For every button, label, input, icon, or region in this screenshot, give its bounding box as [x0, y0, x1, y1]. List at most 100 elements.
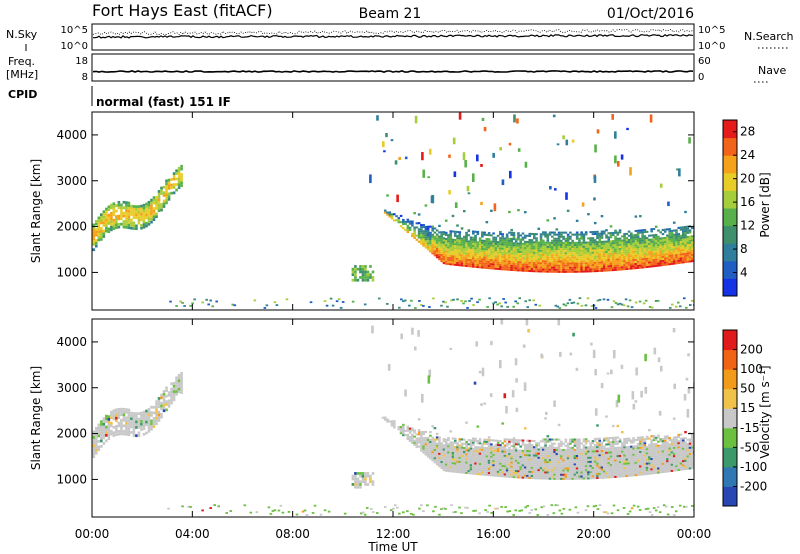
heatmap-cell: [92, 449, 96, 453]
heatmap-cell: [433, 252, 437, 255]
heatmap-cell: [666, 466, 669, 469]
heatmap-cell: [496, 454, 500, 457]
heatmap-cell: [518, 297, 522, 300]
heatmap-cell: [539, 448, 543, 451]
heatmap-cell: [431, 229, 434, 232]
heatmap-cell: [499, 466, 502, 469]
heatmap-cell: [150, 419, 153, 423]
heatmap-cell: [528, 245, 532, 248]
heatmap-cell: [359, 480, 362, 484]
heatmap-cell: [625, 450, 629, 453]
heatmap-cell: [132, 434, 136, 437]
heatmap-cell: [127, 212, 131, 216]
heatmap-cell: [553, 448, 556, 451]
heatmap-cell: [467, 256, 471, 259]
heatmap-cell: [523, 474, 527, 477]
heatmap-cell: [115, 215, 118, 218]
heatmap-cell: [537, 464, 541, 468]
heatmap-cell: [591, 468, 595, 472]
heatmap-cell: [417, 437, 421, 440]
heatmap-cell: [413, 429, 416, 432]
heatmap-cell: [456, 239, 459, 242]
heatmap-cell: [602, 445, 606, 448]
heatmap-cell: [639, 256, 642, 259]
heatmap-cell: [438, 239, 441, 242]
heatmap-cell: [566, 258, 570, 261]
heatmap-cell: [609, 469, 613, 473]
heatmap-cell: [645, 257, 649, 260]
heatmap-cell: [150, 414, 153, 417]
heatmap-cell: [688, 258, 692, 261]
heatmap-cell: [596, 259, 599, 262]
heatmap-cell: [555, 450, 559, 454]
heatmap-cell: [553, 471, 556, 474]
heatmap-cell: [514, 300, 518, 303]
heatmap-cell: [127, 425, 131, 428]
heatmap-cell: [639, 243, 642, 246]
heatmap-cell: [456, 458, 459, 461]
heatmap-cell: [417, 230, 421, 233]
heatmap-cell: [541, 253, 545, 257]
heatmap-cell: [361, 278, 365, 282]
heatmap-cell: [458, 237, 462, 240]
heatmap-cell: [609, 461, 613, 464]
heatmap-cell: [591, 460, 595, 463]
heatmap-cell: [152, 425, 156, 428]
heatmap-cell: [618, 471, 622, 474]
heatmap-cell: [688, 250, 692, 253]
heatmap-cell: [573, 455, 577, 458]
heatmap-cell: [451, 462, 455, 465]
heatmap-cell: [569, 266, 572, 269]
heatmap-cell: [562, 258, 565, 261]
heatmap-cell: [645, 259, 649, 262]
heatmap-cell: [120, 413, 123, 417]
heatmap-cell: [422, 437, 425, 440]
heatmap-cell: [537, 266, 541, 269]
heatmap-cell: [433, 254, 437, 257]
heatmap-cell: [621, 469, 624, 472]
heatmap-cell: [474, 460, 477, 463]
heatmap-cell: [420, 431, 423, 434]
heatmap-cell: [420, 435, 423, 438]
heatmap-cell: [566, 256, 570, 259]
heatmap-cell: [575, 258, 579, 261]
heatmap-cell: [600, 215, 604, 218]
heatmap-cell: [127, 220, 131, 224]
heatmap-cell: [356, 480, 360, 484]
heatmap-cell: [438, 465, 441, 468]
heatmap-cell: [453, 437, 457, 440]
heatmap-cell: [598, 470, 602, 473]
ytick-label: 2000: [56, 220, 87, 234]
heatmap-cell: [478, 442, 482, 445]
heatmap-cell: [481, 456, 484, 460]
heatmap-cell: [614, 246, 617, 249]
heatmap-cell: [499, 249, 502, 252]
heatmap-cell: [530, 450, 534, 453]
heatmap-cell: [650, 259, 653, 262]
heatmap-cell: [465, 256, 468, 259]
heatmap-cell: [371, 270, 375, 274]
heatmap-cell: [125, 419, 128, 422]
heatmap-cell: [551, 477, 554, 480]
heatmap-cell: [449, 254, 453, 258]
heatmap-cell: [526, 234, 529, 237]
heatmap-cell: [580, 233, 583, 236]
heatmap-cell: [573, 243, 577, 246]
heatmap-cell: [526, 259, 529, 262]
heatmap-cell: [591, 253, 595, 256]
heatmap-cell: [508, 453, 511, 456]
heatmap-cell: [413, 226, 416, 229]
heatmap-cell: [465, 453, 468, 456]
heatmap-cell: [453, 450, 457, 453]
heatmap-cell: [626, 127, 629, 131]
heatmap-cell: [492, 302, 495, 305]
heatmap-cell: [447, 246, 450, 249]
heatmap-cell: [562, 237, 565, 240]
heatmap-cell: [623, 466, 626, 469]
heatmap-cell: [548, 440, 552, 443]
heatmap-cell: [95, 440, 98, 444]
heatmap-cell: [508, 475, 511, 478]
heatmap-cell: [681, 242, 685, 245]
heatmap-cell: [611, 262, 615, 265]
